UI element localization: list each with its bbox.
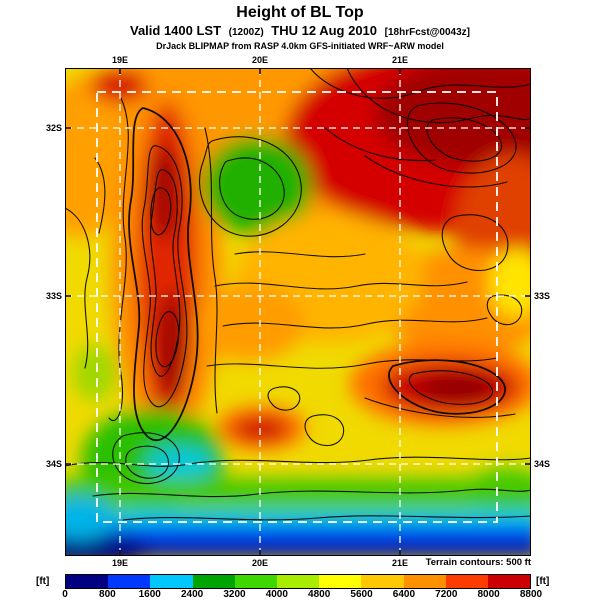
colorbar-tick-label: 5600: [350, 589, 373, 600]
unit-label-right: [ft]: [536, 576, 550, 587]
lon-label-top-19e: 19E: [111, 55, 128, 65]
map-plot: [65, 68, 531, 556]
colorbar-tick-label: 1600: [138, 589, 161, 600]
colorbar-segment: [445, 575, 488, 588]
colorbar-tick-label: 4800: [308, 589, 331, 600]
colorbar-segment: [150, 575, 193, 588]
lon-label-bottom-20e: 20E: [251, 558, 268, 568]
model-attribution: DrJack BLIPMAP from RASP 4.0km GFS-initi…: [156, 41, 444, 51]
colorbar-segment: [276, 575, 320, 588]
colorbar-segment: [234, 575, 277, 588]
colorbar-tick-label: 6400: [392, 589, 416, 600]
colorbar-tick-label: 8800: [519, 589, 543, 600]
lon-label-bottom-19e: 19E: [111, 558, 128, 568]
lon-label-bottom-21e: 21E: [391, 558, 408, 568]
lon-label-top-20e: 20E: [251, 55, 268, 65]
colorbar-tick-labels: 0 800 1600 2400 3200 4000 4800 5600 6400 7200 8000…: [62, 589, 542, 600]
grid-lines: [65, 68, 531, 556]
colorbar-tick-label: 8000: [477, 589, 500, 600]
colorbar-segment: [108, 575, 151, 588]
color-field: [65, 68, 531, 556]
map-image: [65, 68, 531, 556]
valid-date: THU 12 Aug 2010: [271, 23, 378, 38]
lat-label-left-32s: 32S: [45, 123, 62, 133]
forecast-tag: [18hrFcst@0043z]: [384, 27, 470, 38]
colorbar-tick-label: 3200: [223, 589, 246, 600]
map-frame: [65, 68, 531, 556]
colorbar-tick-label: 4000: [265, 589, 288, 600]
colorbar-tick-label: 2400: [180, 589, 204, 600]
colorbar-segment: [361, 575, 404, 588]
colorbar: [65, 574, 531, 589]
colorbar-tick-label: 7200: [435, 589, 458, 600]
terrain-contours-note: Terrain contours: 500 ft: [425, 557, 531, 568]
unit-label-left: [ft]: [36, 576, 50, 587]
colorbar-segment: [192, 575, 235, 588]
colorbar-segment: [487, 575, 531, 588]
lat-label-right-34s: 34S: [534, 459, 551, 469]
colorbar-tick-label: 0: [62, 589, 68, 600]
lat-label-left-33s: 33S: [45, 291, 62, 301]
valid-line: Valid 1400 LST (1200Z) THU 12 Aug 2010 […: [0, 23, 600, 38]
valid-time: Valid 1400 LST: [129, 23, 222, 38]
lon-label-top-21e: 21E: [391, 55, 408, 65]
colorbar-segment: [403, 575, 446, 588]
lat-label-right-33s: 33S: [534, 291, 551, 301]
lat-label-left-34s: 34S: [45, 459, 62, 469]
colorbar-tick-label: 800: [99, 589, 116, 600]
colorbar-segment: [66, 575, 109, 588]
valid-zulu: (1200Z): [228, 27, 264, 38]
colorbar-segment: [319, 575, 362, 588]
page-title: Height of BL Top: [236, 4, 364, 21]
